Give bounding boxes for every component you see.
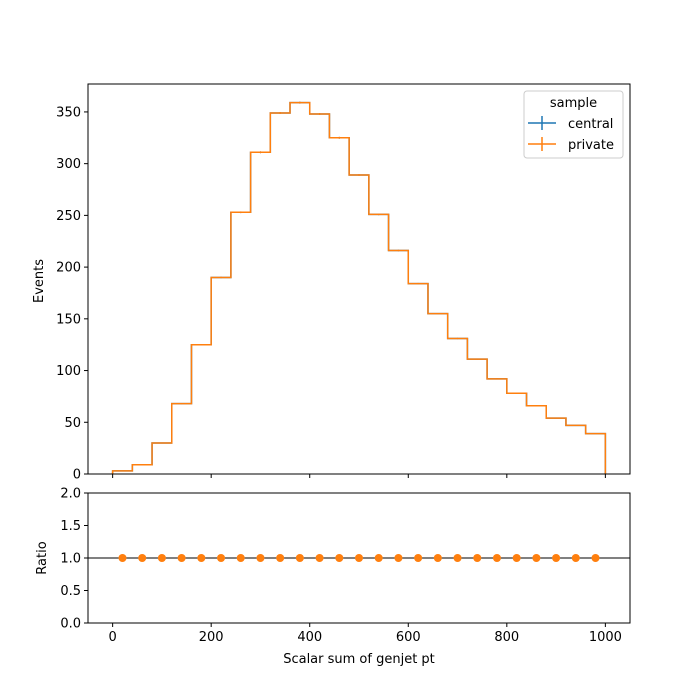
main-y-tick-label: 250 [56, 209, 81, 224]
ratio-point [157, 554, 166, 562]
ratio-point [355, 554, 363, 562]
ratio-point [118, 554, 127, 562]
legend-item-private: private [528, 137, 614, 153]
x-axis-label: Scalar sum of genjet pt [283, 652, 435, 667]
main-y-tick-label: 150 [56, 312, 81, 327]
ratio-x-tick-label: 1000 [589, 630, 622, 645]
ratio-point [552, 554, 561, 562]
ratio-point [394, 554, 403, 562]
ratio-point [453, 554, 462, 562]
legend-box [523, 90, 624, 159]
main-series-layer [111, 101, 607, 474]
ratio-x-tick-label: 0 [108, 630, 116, 645]
ratio-points-layer [118, 554, 600, 562]
ratio-point [414, 554, 423, 562]
ratio-axes-frame [87, 492, 631, 624]
ratio-y-tick-label: 2.0 [60, 487, 81, 502]
ratio-point [532, 554, 541, 562]
legend-label-private: private [568, 138, 614, 153]
main-y-tick-label: 100 [56, 364, 81, 379]
main-y-tick-label: 50 [64, 416, 81, 431]
ratio-x-tick-label: 200 [199, 630, 224, 645]
ratio-point [236, 554, 245, 562]
ratio-y-tick-label: 0.5 [60, 584, 81, 599]
main-axes-frame [87, 83, 631, 475]
main-y-axis-label: Events [32, 259, 47, 303]
main-y-tick-label: 0 [73, 468, 81, 483]
ratio-point [276, 554, 285, 562]
ratio-y-tick-label: 1.0 [60, 552, 81, 567]
main-y-tick-label: 200 [56, 261, 81, 276]
legend-label-central: central [568, 117, 613, 132]
ratio-axis-ticks: 0.0 0.5 1.0 1.5 2.0 0 200 400 600 800 1000 [60, 487, 622, 646]
ratio-point [591, 554, 600, 562]
ratio-point [177, 554, 186, 562]
main-y-tick-label: 300 [56, 157, 81, 172]
main-axis-ticks: 0 50 100 150 200 250 300 350 [56, 105, 606, 483]
legend-title: sample [550, 96, 597, 111]
ratio-point [492, 554, 501, 562]
main-y-tick-label: 350 [56, 105, 81, 120]
ratio-point [473, 554, 482, 562]
ratio-y-tick-label: 0.0 [60, 617, 81, 632]
ratio-point [433, 554, 442, 562]
ratio-y-tick-label: 1.5 [60, 519, 81, 534]
ratio-x-tick-label: 400 [297, 630, 322, 645]
ratio-point [138, 554, 147, 562]
ratio-point [335, 554, 344, 562]
ratio-point [217, 554, 226, 562]
ratio-y-axis-label: Ratio [35, 541, 50, 574]
ratio-point [256, 554, 265, 562]
ratio-point [315, 554, 324, 562]
ratio-point [512, 554, 521, 562]
ratio-x-tick-label: 800 [494, 630, 519, 645]
ratio-panel: 0.0 0.5 1.0 1.5 2.0 0 200 400 600 800 1000 Ratio S… [35, 487, 631, 667]
legend-item-central: central [528, 116, 613, 132]
legend: sample central private [523, 90, 624, 159]
ratio-point [295, 554, 304, 562]
ratio-x-tick-label: 600 [396, 630, 421, 645]
ratio-point [374, 554, 383, 562]
ratio-point [571, 554, 580, 562]
main-histogram-panel: 0 50 100 150 200 250 300 350 Events sample cent… [32, 83, 631, 483]
ratio-point [197, 554, 206, 562]
